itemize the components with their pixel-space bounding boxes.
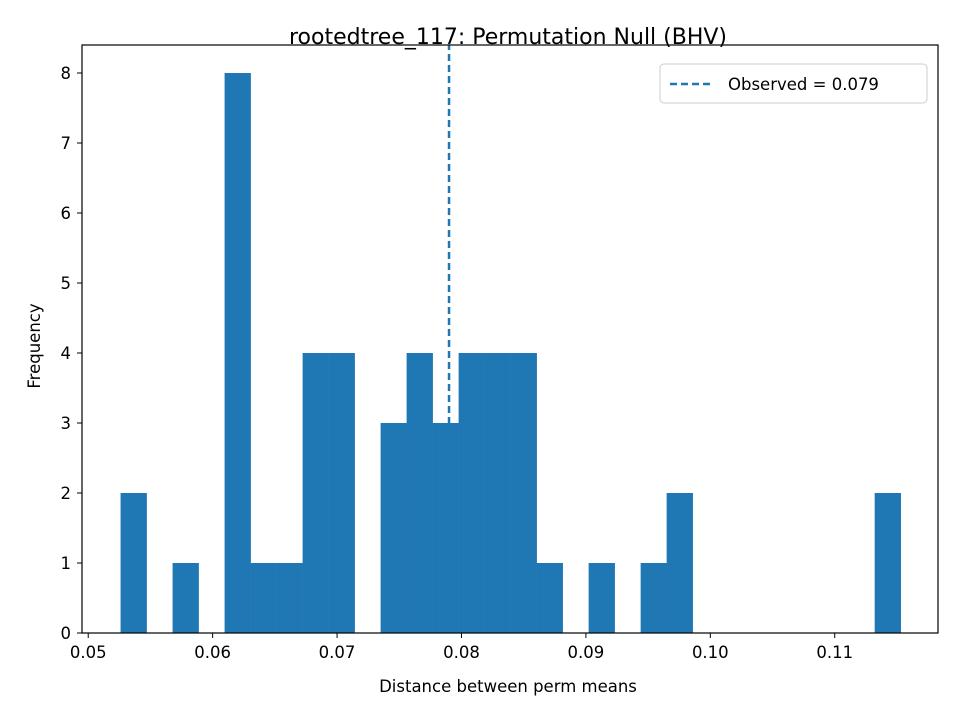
histogram-bar [510, 353, 537, 633]
x-tick-label: 0.08 [443, 643, 480, 662]
y-tick-label: 4 [61, 344, 72, 363]
histogram-bars [120, 73, 901, 633]
x-tick-label: 0.06 [194, 643, 231, 662]
histogram-bar [224, 73, 251, 633]
y-tick-label: 0 [61, 624, 72, 643]
histogram-bar [250, 563, 277, 633]
x-axis-ticks: 0.05 0.06 0.07 0.08 0.09 0.10 0.11 [70, 633, 853, 662]
y-tick-label: 5 [61, 274, 72, 293]
y-tick-label: 1 [61, 554, 72, 573]
x-tick-label: 0.05 [70, 643, 107, 662]
chart-title: rootedtree_117: Permutation Null (BHV) [289, 25, 727, 50]
x-tick-label: 0.11 [816, 643, 853, 662]
histogram-bar [172, 563, 199, 633]
legend: Observed = 0.079 [659, 63, 928, 104]
x-tick-label: 0.10 [692, 643, 729, 662]
x-axis-label: Distance between perm means [379, 677, 637, 696]
histogram-bar [120, 493, 147, 633]
histogram-bar [484, 353, 511, 633]
histogram-bar [458, 353, 485, 633]
histogram-bar [302, 353, 329, 633]
histogram-bar [276, 563, 303, 633]
legend-box [659, 63, 928, 104]
histogram-bar [874, 493, 901, 633]
y-tick-label: 3 [61, 414, 72, 433]
legend-entry-observed: Observed = 0.079 [728, 75, 879, 94]
histogram-bar [640, 563, 667, 633]
histogram-bar [406, 353, 433, 633]
histogram-bar [432, 423, 459, 633]
y-axis-ticks: 0 1 2 3 4 5 6 7 8 [61, 64, 82, 643]
y-tick-label: 2 [61, 484, 72, 503]
histogram-bar [588, 563, 615, 633]
histogram-bar [328, 353, 355, 633]
x-tick-label: 0.07 [319, 643, 356, 662]
plot-frame [81, 44, 939, 634]
histogram-bar [536, 563, 563, 633]
y-tick-label: 6 [61, 204, 72, 223]
x-tick-label: 0.09 [568, 643, 605, 662]
y-tick-label: 8 [61, 64, 72, 83]
histogram-bar [380, 423, 407, 633]
y-tick-label: 7 [61, 134, 72, 153]
y-axis-label: Frequency [25, 303, 44, 388]
histogram-bar [666, 493, 693, 633]
